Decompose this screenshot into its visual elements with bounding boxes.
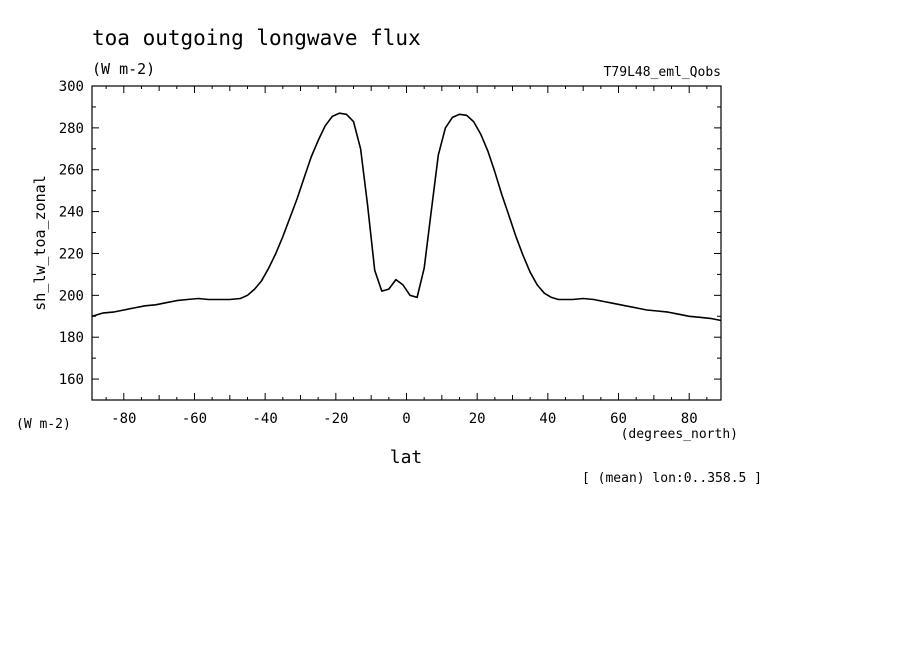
- plot-frame: [91, 85, 722, 401]
- y-tick-label: 300: [59, 79, 84, 95]
- y-axis-ticks: 160 180 200 220 240 260 280 300: [59, 79, 721, 401]
- y-tick-label: 180: [59, 330, 84, 346]
- chart-units: (W m-2): [92, 60, 155, 78]
- x-tick-label: 20: [469, 411, 486, 427]
- x-tick-label: -20: [323, 411, 348, 427]
- chart-title: toa outgoing longwave flux: [92, 26, 421, 50]
- x-tick-label: 0: [402, 411, 410, 427]
- x-axis-ticks: -80 -60 -40 -20 0 20 40 60 80: [105, 86, 708, 427]
- y-axis-units: (W m-2): [16, 417, 71, 432]
- footnote: [ (mean) lon:0..358.5 ]: [582, 471, 762, 486]
- x-tick-label: -60: [182, 411, 207, 427]
- y-tick-label: 200: [59, 288, 84, 304]
- x-tick-label: 60: [610, 411, 627, 427]
- y-axis-label: sh_lw_toa_zonal: [31, 175, 49, 310]
- y-tick-label: 260: [59, 163, 84, 179]
- x-tick-label: 80: [681, 411, 698, 427]
- y-tick-label: 280: [59, 121, 84, 137]
- y-tick-label: 160: [59, 372, 84, 388]
- x-axis-units: (degrees_north): [621, 427, 738, 442]
- dataset-label: T79L48_eml_Qobs: [604, 65, 721, 80]
- y-tick-label: 240: [59, 205, 84, 221]
- x-tick-label: 40: [539, 411, 556, 427]
- series-line: [91, 112, 722, 322]
- x-axis-label: lat: [390, 447, 423, 468]
- y-tick-label: 220: [59, 246, 84, 262]
- x-tick-label: -80: [111, 411, 136, 427]
- x-tick-label: -40: [253, 411, 278, 427]
